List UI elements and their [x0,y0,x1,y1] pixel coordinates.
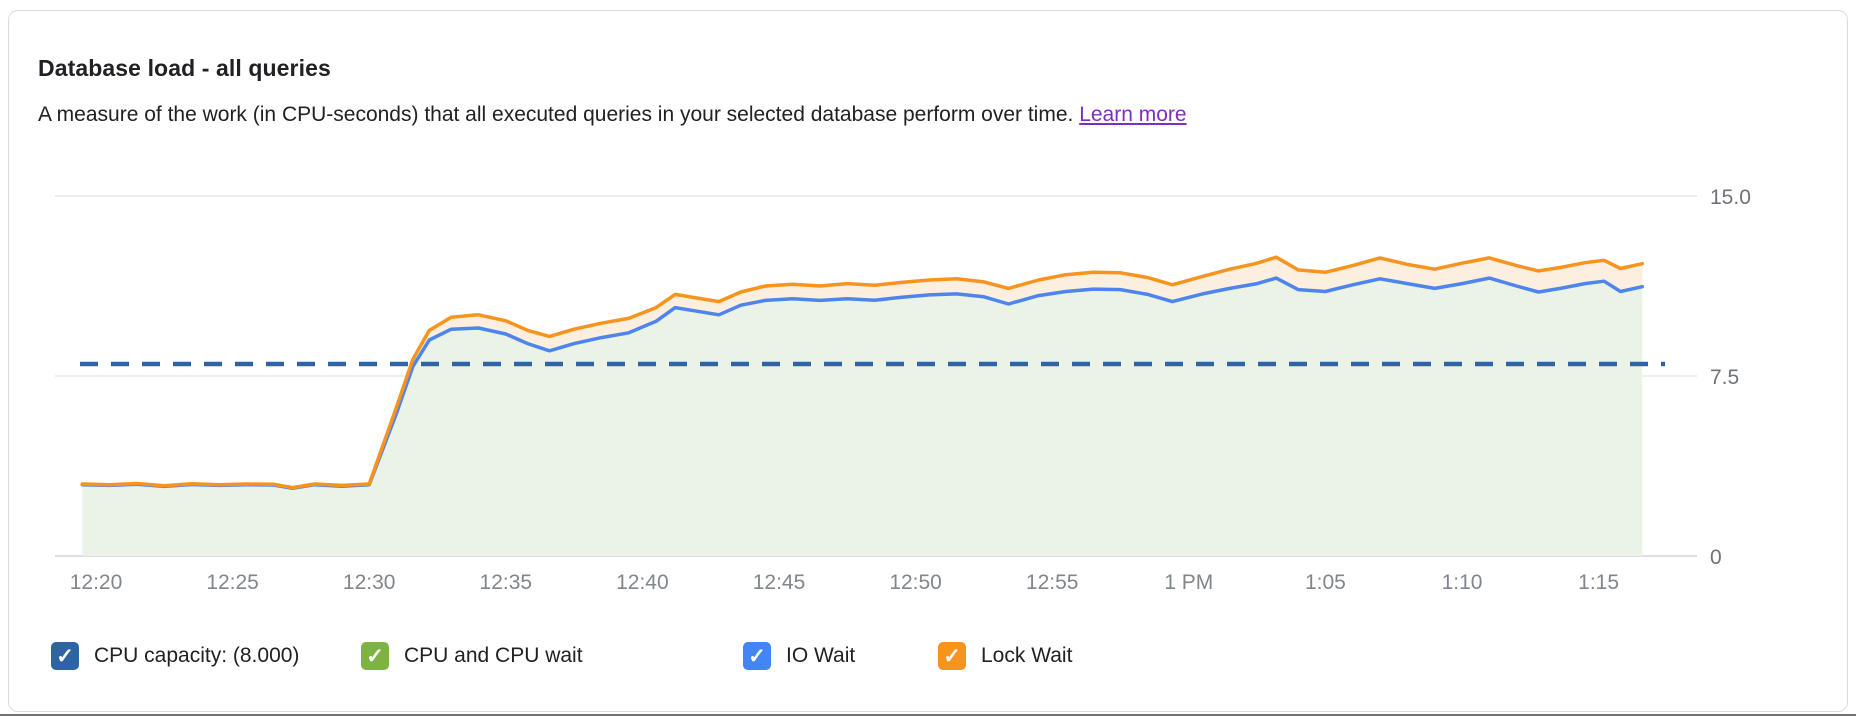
chart-legend: ✓ CPU capacity: (8.000) ✓ CPU and CPU wait ✓… [9,642,1847,676]
x-tick-label: 1 PM [1164,571,1213,594]
x-tick-label: 12:55 [1026,571,1079,594]
x-tick-label: 1:10 [1442,571,1483,594]
learn-more-link[interactable]: Learn more [1079,103,1187,126]
legend-label: CPU capacity: (8.000) [94,644,300,667]
x-tick-label: 12:50 [889,571,942,594]
legend-item-cpu-capacity-8-000[interactable]: ✓ CPU capacity: (8.000) [51,642,299,670]
page-title: Database load - all queries [38,55,331,81]
legend-checkbox-icon[interactable]: ✓ [51,642,79,670]
legend-checkbox-icon[interactable]: ✓ [938,642,966,670]
legend-item-cpu-and-cpu-wait[interactable]: ✓ CPU and CPU wait [361,642,583,670]
x-tick-label: 12:20 [70,571,123,594]
x-tick-label: 12:25 [206,571,259,594]
x-tick-label: 12:35 [480,571,533,594]
x-tick-label: 1:15 [1578,571,1619,594]
x-tick-label: 12:30 [343,571,396,594]
bottom-divider [0,714,1856,716]
x-tick-label: 12:40 [616,571,669,594]
x-tick-label: 12:45 [753,571,806,594]
legend-label: IO Wait [786,644,856,667]
y-tick-label: 0 [1710,546,1722,569]
database-load-chart[interactable]: 12:20 12:25 12:30 12:35 12:40 12:45 12:50 12:55… [9,141,1847,611]
x-tick-label: 1:05 [1305,571,1346,594]
database-load-card: Database load - all queries A measure of… [8,10,1848,712]
legend-label: CPU and CPU wait [404,644,583,667]
chart-description: A measure of the work (in CPU-seconds) t… [38,103,1187,127]
legend-item-lock-wait[interactable]: ✓ Lock Wait [938,642,1072,670]
chart-description-text: A measure of the work (in CPU-seconds) t… [38,103,1074,126]
legend-checkbox-icon[interactable]: ✓ [361,642,389,670]
y-tick-label: 7.5 [1710,366,1739,389]
lock-wait-line [80,255,1645,490]
cpu-wait-area [82,278,1643,556]
legend-checkbox-icon[interactable]: ✓ [743,642,771,670]
legend-label: Lock Wait [981,644,1073,667]
legend-item-io-wait[interactable]: ✓ IO Wait [743,642,855,670]
y-tick-label: 15.0 [1710,186,1751,209]
